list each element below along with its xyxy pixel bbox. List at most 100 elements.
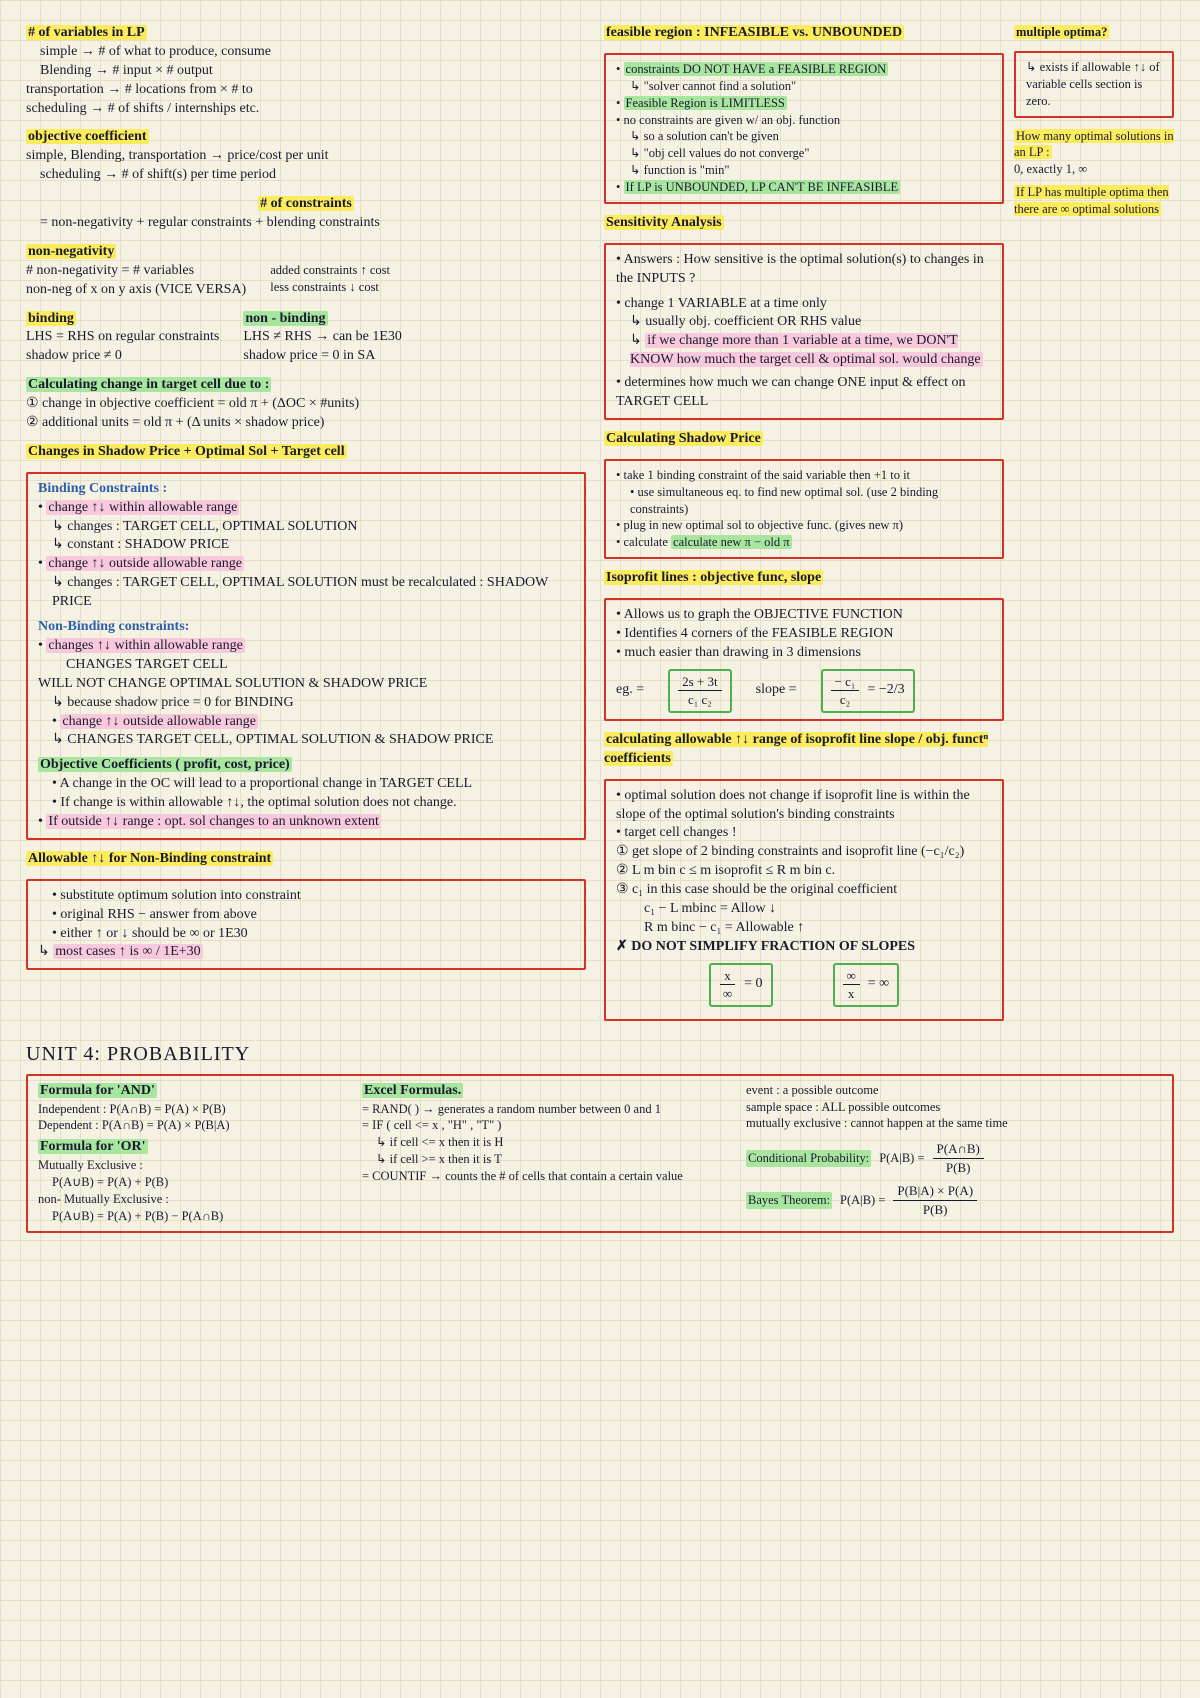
t: Blending → # input × # output <box>26 62 586 81</box>
changes-header-t: Changes in Shadow Price + Optimal Sol + … <box>26 444 347 459</box>
main-columns: # of variables in LP simple → # of what … <box>26 24 1174 1031</box>
t: c₁ − L mbinc = Allow ↓ <box>616 900 992 919</box>
right-side: multiple optima? exists if allowable ↑↓ … <box>1014 24 1174 1031</box>
obj-coef-title: objective coefficient <box>26 129 149 144</box>
unit4-right: event : a possible outcome sample space … <box>746 1082 1162 1225</box>
t: scheduling → # of shifts / internships e… <box>26 100 586 119</box>
num-vars: # of variables in LP simple → # of what … <box>26 24 586 118</box>
t: If outside ↑↓ range : opt. sol changes t… <box>46 814 380 829</box>
t: ① change in objective coefficient = old … <box>26 395 586 414</box>
num-cons-title: # of constraints <box>258 196 354 211</box>
sens-box: • Answers : How sensitive is the optimal… <box>604 243 1004 420</box>
and-hdr: Formula for 'AND' <box>38 1083 157 1098</box>
t: if cell >= x then it is T <box>362 1151 722 1168</box>
non-binding-title: non - binding <box>243 311 327 326</box>
t: LHS ≠ RHS → can be 1E30 <box>243 328 402 347</box>
non-neg: non-negativity # non-negativity = # vari… <box>26 243 586 300</box>
iso-hdr: Isoprofit lines : objective func, slope <box>604 570 823 585</box>
t: = COUNTIF → counts the # of cells that c… <box>362 1168 722 1185</box>
t: function is "min" <box>616 162 992 179</box>
binding-title: binding <box>26 311 76 326</box>
t: change ↑↓ within allowable range <box>46 500 239 515</box>
sens-hdr: Sensitivity Analysis <box>604 215 724 230</box>
t: • take 1 binding constraint of the said … <box>616 467 992 484</box>
t: • change 1 VARIABLE at a time only <box>616 295 992 314</box>
t: shadow price = 0 in SA <box>243 347 402 366</box>
t: "obj cell values do not converge" <box>616 145 992 162</box>
t: changes : TARGET CELL, OPTIMAL SOLUTION <box>38 518 574 537</box>
t: = IF ( cell <= x , "H" , "T" ) <box>362 1117 722 1134</box>
t: Binding Constraints : <box>38 481 167 496</box>
t: changes ↑↓ within allowable range <box>46 638 244 653</box>
allow-box: • substitute optimum solution into const… <box>26 879 586 971</box>
t: • plug in new optimal sol to objective f… <box>616 517 992 534</box>
t: = RAND( ) → generates a random number be… <box>362 1101 722 1118</box>
t: • Allows us to graph the OBJECTIVE FUNCT… <box>616 606 992 625</box>
t: non- Mutually Exclusive : <box>38 1191 338 1208</box>
t: • A change in the OC will lead to a prop… <box>38 775 574 794</box>
t: • calculate calculate new π − old π <box>616 534 992 551</box>
t: non-neg of x on y axis (VICE VERSA) <box>26 281 246 300</box>
t: • original RHS − answer from above <box>38 906 574 925</box>
right-main: feasible region : INFEASIBLE vs. UNBOUND… <box>604 24 1004 1031</box>
left-column: # of variables in LP simple → # of what … <box>26 24 586 1031</box>
t: If LP has multiple optima then there are… <box>1014 185 1169 216</box>
t: simple → # of what to produce, consume <box>26 43 586 62</box>
t: • Answers : How sensitive is the optimal… <box>616 251 992 289</box>
t: • target cell changes ! <box>616 824 992 843</box>
t: P(A|B) = <box>879 1150 924 1167</box>
t: because shadow price = 0 for BINDING <box>38 694 574 713</box>
t: • determines how much we can change ONE … <box>616 374 992 412</box>
unit4-box: Formula for 'AND' Independent : P(A∩B) =… <box>26 1074 1174 1233</box>
or-hdr: Formula for 'OR' <box>38 1139 148 1154</box>
t: ✗ DO NOT SIMPLIFY FRACTION OF SLOPES <box>616 938 992 957</box>
t: ② L m bin c ≤ m isoprofit ≤ R m bin c. <box>616 862 992 881</box>
shadow-hdr: Calculating Shadow Price <box>604 431 763 446</box>
t: change ↑↓ outside allowable range <box>60 714 258 729</box>
mo-hdr: multiple optima? <box>1014 25 1109 39</box>
t: Feasible Region is LIMITLESS <box>624 96 787 110</box>
num-cons: # of constraints = non-negativity + regu… <box>26 195 586 233</box>
t: scheduling → # of shift(s) per time peri… <box>26 166 586 185</box>
t: change ↑↓ outside allowable range <box>46 556 244 571</box>
t: Mutually Exclusive : <box>38 1157 338 1174</box>
t: constant : SHADOW PRICE <box>38 536 574 555</box>
t: ② additional units = old π + (Δ units × … <box>26 414 586 433</box>
ex-hdr: Excel Formulas. <box>362 1083 463 1098</box>
t: 0, exactly 1, ∞ <box>1014 161 1174 178</box>
t: R m binc − c₁ = Allowable ↑ <box>616 919 992 938</box>
t: Independent : P(A∩B) = P(A) × P(B) <box>38 1101 338 1118</box>
t: added constraints ↑ cost <box>270 262 390 279</box>
t: shadow price ≠ 0 <box>26 347 219 366</box>
t: so a solution can't be given <box>616 128 992 145</box>
unit4-mid: Excel Formulas. = RAND( ) → generates a … <box>362 1082 722 1225</box>
t: P(A|B) = <box>840 1192 885 1209</box>
t: sample space : ALL possible outcomes <box>746 1099 1162 1116</box>
t: simple, Blending, transportation → price… <box>26 147 586 166</box>
t: most cases ↑ is ∞ / 1E+30 <box>53 944 202 959</box>
t: eg. = <box>616 681 644 700</box>
t: transportation → # locations from × # to <box>26 81 586 100</box>
t: • substitute optimum solution into const… <box>38 887 574 906</box>
t: ③ c₁ in this case should be the original… <box>616 881 992 900</box>
t: mutually exclusive : cannot happen at th… <box>746 1115 1162 1132</box>
t: Objective Coefficients ( profit, cost, p… <box>38 757 292 772</box>
t: less constraints ↓ cost <box>270 279 390 296</box>
obj-coef: objective coefficient simple, Blending, … <box>26 128 586 185</box>
t: Allowable ↑↓ for Non-Binding constraint <box>26 851 273 866</box>
t: event : a possible outcome <box>746 1082 1162 1099</box>
t: If LP is UNBOUNDED, LP CAN'T BE INFEASIB… <box>624 180 901 194</box>
feas-box: • constraints DO NOT HAVE a FEASIBLE REG… <box>604 53 1004 204</box>
right-column: feasible region : INFEASIBLE vs. UNBOUND… <box>604 24 1174 1031</box>
t: • use simultaneous eq. to find new optim… <box>616 484 992 518</box>
calc-change-title: Calculating change in target cell due to… <box>26 377 271 392</box>
t: "solver cannot find a solution" <box>616 78 992 95</box>
allow-iso-hdr: calculating allowable ↑↓ range of isopro… <box>604 732 988 766</box>
t: constraints DO NOT HAVE a FEASIBLE REGIO… <box>624 62 889 76</box>
t: • either ↑ or ↓ should be ∞ or 1E30 <box>38 925 574 944</box>
t: • If change is within allowable ↑↓, the … <box>38 794 574 813</box>
t: P(A∪B) = P(A) + P(B) <box>38 1174 338 1191</box>
t: ① get slope of 2 binding constraints and… <box>616 843 992 862</box>
cond-hdr: Conditional Probability: <box>746 1150 871 1167</box>
non-neg-title: non-negativity <box>26 244 116 259</box>
